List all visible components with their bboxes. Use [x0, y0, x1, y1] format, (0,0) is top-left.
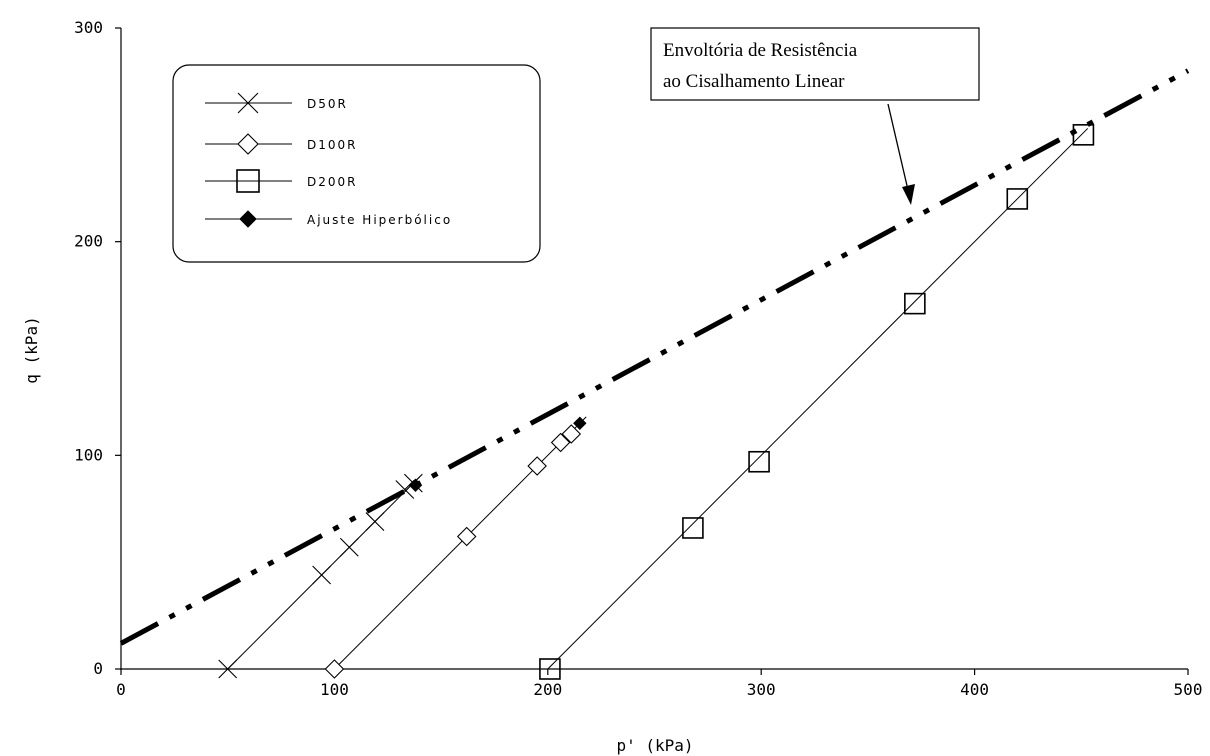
data-point: [561, 424, 582, 444]
annotation-line-1: Envoltória de Resistência: [663, 40, 858, 61]
data-point: [312, 565, 331, 585]
data-point: [573, 416, 587, 430]
axes: [120, 28, 1188, 670]
data-point: [456, 526, 477, 547]
x-axis-label: p' (kPa): [616, 736, 693, 755]
x-tick-label: 400: [960, 680, 989, 699]
legend-item: Ajuste Hiperbólico: [205, 210, 452, 228]
y-tick-label: 0: [93, 659, 103, 678]
envelope-line: [119, 68, 1190, 646]
legend-marker: [236, 169, 260, 193]
data-point: [408, 478, 423, 492]
legend-marker: [237, 133, 259, 155]
x-tick-label: 500: [1174, 680, 1203, 699]
y-tick-label: 300: [74, 18, 103, 37]
data-point: [1006, 188, 1029, 210]
data-point: [550, 432, 571, 453]
legend-label: Ajuste Hiperbólico: [307, 213, 452, 227]
legend-box: [172, 64, 541, 263]
x-tick-label: 300: [747, 680, 776, 699]
y-tick-label: 200: [74, 232, 103, 251]
legend-item: D100R: [205, 133, 357, 155]
annotation-box: [650, 27, 980, 101]
legend-marker: [237, 92, 259, 114]
y-tick-label: 100: [74, 445, 103, 464]
legend-item: D50R: [205, 92, 348, 114]
legend-label: D100R: [307, 138, 357, 152]
data-point: [1072, 124, 1095, 146]
data-point: [218, 659, 238, 679]
annotation-arrowhead: [902, 184, 915, 205]
legend: D50R D100R D200R Ajuste Hiperbólico: [172, 64, 541, 263]
annotation: Envoltória de Resistência ao Cisalhament…: [650, 27, 980, 205]
data-point: [539, 658, 561, 680]
series-line-2: [547, 128, 1089, 670]
data-point: [339, 537, 359, 557]
series-line-1: [334, 416, 587, 670]
x-tick-label: 200: [533, 680, 562, 699]
envelope-layer: [119, 68, 1190, 646]
data-point: [324, 659, 345, 679]
x-tick-label: 100: [320, 680, 349, 699]
data-point: [682, 517, 704, 539]
legend-marker: [239, 210, 257, 228]
data-point: [748, 450, 770, 473]
legend-label: D200R: [307, 175, 357, 189]
ticks: 0 100 200 300 400 500 0 100 200 300: [74, 18, 1202, 699]
markers: [218, 124, 1095, 680]
data-point: [904, 292, 926, 315]
data-point: [365, 512, 385, 531]
data-point: [527, 456, 547, 476]
legend-item: D200R: [205, 169, 357, 193]
annotation-arrow: [887, 103, 909, 191]
x-tick-label: 0: [116, 680, 126, 699]
legend-label: D50R: [307, 97, 348, 111]
y-axis-label: q (kPa): [22, 316, 41, 383]
annotation-line-2: ao Cisalhamento Linear: [663, 71, 845, 92]
